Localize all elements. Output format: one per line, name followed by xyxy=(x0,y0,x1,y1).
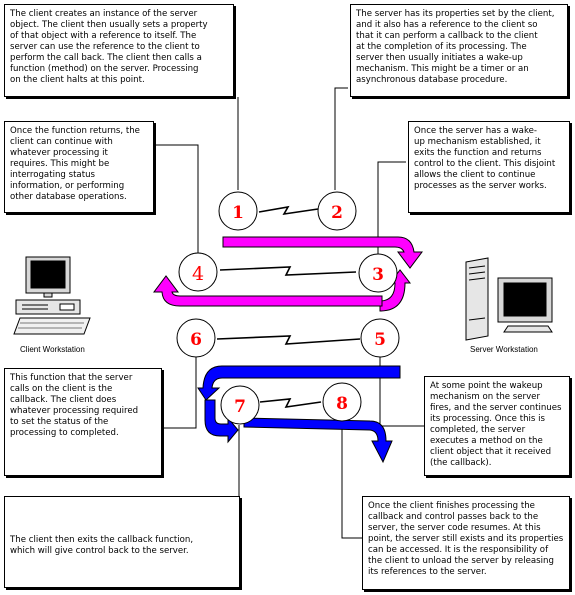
step-8: 8 xyxy=(322,382,362,422)
note-2-text: The server has its properties set by the… xyxy=(356,9,555,85)
arrow-back-to-server-blue xyxy=(243,417,393,464)
leader-4 xyxy=(153,144,199,258)
step-7-label: 7 xyxy=(234,397,246,417)
note-function-returns: Once the function returns, the client ca… xyxy=(4,121,154,213)
arrow-to-client-blue xyxy=(197,365,401,401)
note-wakeup-fires: At some point the wakeup mechanism on th… xyxy=(424,376,570,476)
signal-6-5 xyxy=(216,335,361,345)
client-workstation-caption: Client Workstation xyxy=(20,345,85,354)
step-5: 5 xyxy=(360,318,400,358)
note-6-text: At some point the wakeup mechanism on th… xyxy=(430,381,562,468)
note-8-text: Once the client finishes processing the … xyxy=(368,501,564,577)
note-callback-function: This function that the server calls on t… xyxy=(4,368,162,476)
step-1: 1 xyxy=(218,191,258,231)
signal-4-3 xyxy=(219,266,357,276)
note-server-wakeup-established: Once the server has a wake- up mechanism… xyxy=(408,121,570,213)
arrow-to-client-magenta xyxy=(153,275,383,307)
step-5-label: 5 xyxy=(374,330,386,350)
step-6: 6 xyxy=(176,318,216,358)
leader-8 xyxy=(341,418,362,539)
note-3-text: Once the function returns, the client ca… xyxy=(10,126,140,202)
step-4: 4 xyxy=(178,252,218,292)
note-client-creates-instance: The client creates an instance of the se… xyxy=(4,4,234,97)
leader-3 xyxy=(377,161,406,256)
note-client-unloads-server: Once the client finishes processing the … xyxy=(362,496,570,590)
note-server-properties-set: The server has its properties set by the… xyxy=(350,4,568,97)
magenta-arrows xyxy=(153,236,423,312)
note-4-text: Once the server has a wake- up mechanism… xyxy=(414,126,556,191)
step-2: 2 xyxy=(317,191,357,231)
signal-1-2 xyxy=(258,205,319,216)
step-7: 7 xyxy=(220,385,260,425)
note-5-text: This function that the server calls on t… xyxy=(10,373,139,438)
leader-2 xyxy=(334,87,348,190)
tower-computer-icon xyxy=(465,257,553,341)
step-2-label: 2 xyxy=(331,203,343,223)
leader-6 xyxy=(160,356,197,429)
desktop-computer-icon xyxy=(13,256,91,335)
server-workstation-caption: Server Workstation xyxy=(470,345,538,354)
step-6-label: 6 xyxy=(190,330,202,350)
blue-arrows xyxy=(197,365,401,464)
signal-7-8 xyxy=(259,398,322,409)
leader-lines xyxy=(153,87,424,539)
step-1-label: 1 xyxy=(232,203,244,223)
step-4-label: 4 xyxy=(192,263,204,285)
note-7-text: The client then exits the callback funct… xyxy=(10,535,194,556)
arrow-callback-blue xyxy=(204,399,239,444)
step-8-label: 8 xyxy=(336,394,348,414)
note-1-text: The client creates an instance of the se… xyxy=(10,9,208,85)
step-circles: 1 2 3 4 5 6 7 8 xyxy=(176,191,400,425)
arrow-to-server-magenta xyxy=(222,236,423,269)
leader-5 xyxy=(379,352,424,427)
note-client-exits-callback: The client then exits the callback funct… xyxy=(4,496,240,588)
signal-lines xyxy=(216,205,361,409)
step-3: 3 xyxy=(358,253,398,293)
step-3-label: 3 xyxy=(372,265,384,285)
